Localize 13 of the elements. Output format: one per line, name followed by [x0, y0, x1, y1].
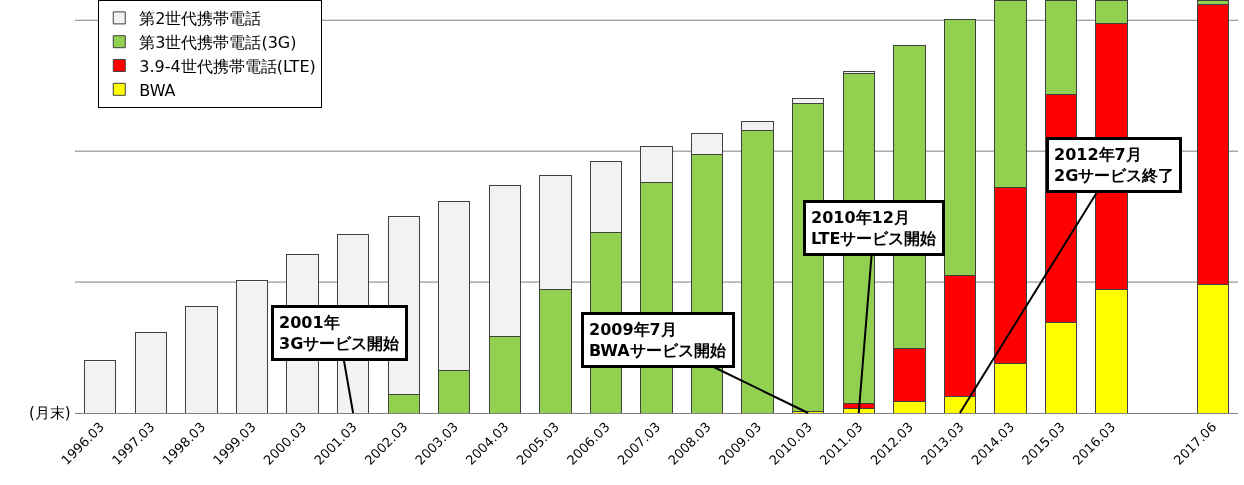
bar [134, 331, 168, 413]
annotation: 2010年12月 LTEサービス開始 [811, 208, 938, 248]
annotation: 2012年7月 2Gサービス終了 [1054, 145, 1175, 185]
annotation: 2009年7月 BWAサービス開始 [589, 320, 727, 360]
legend-label: 第2世代携帯電話 [139, 9, 262, 29]
legend-label: 第3世代携帯電話(3G) [139, 32, 297, 52]
bar [235, 280, 269, 413]
text: (月末) [29, 404, 71, 422]
annotation: 2001年 3Gサービス開始 [279, 313, 401, 353]
legend-label: BWA [139, 80, 176, 100]
legend-label: 3.9-4世代携帯電話(LTE) [139, 56, 316, 76]
bar [84, 359, 117, 413]
bar [185, 305, 218, 413]
